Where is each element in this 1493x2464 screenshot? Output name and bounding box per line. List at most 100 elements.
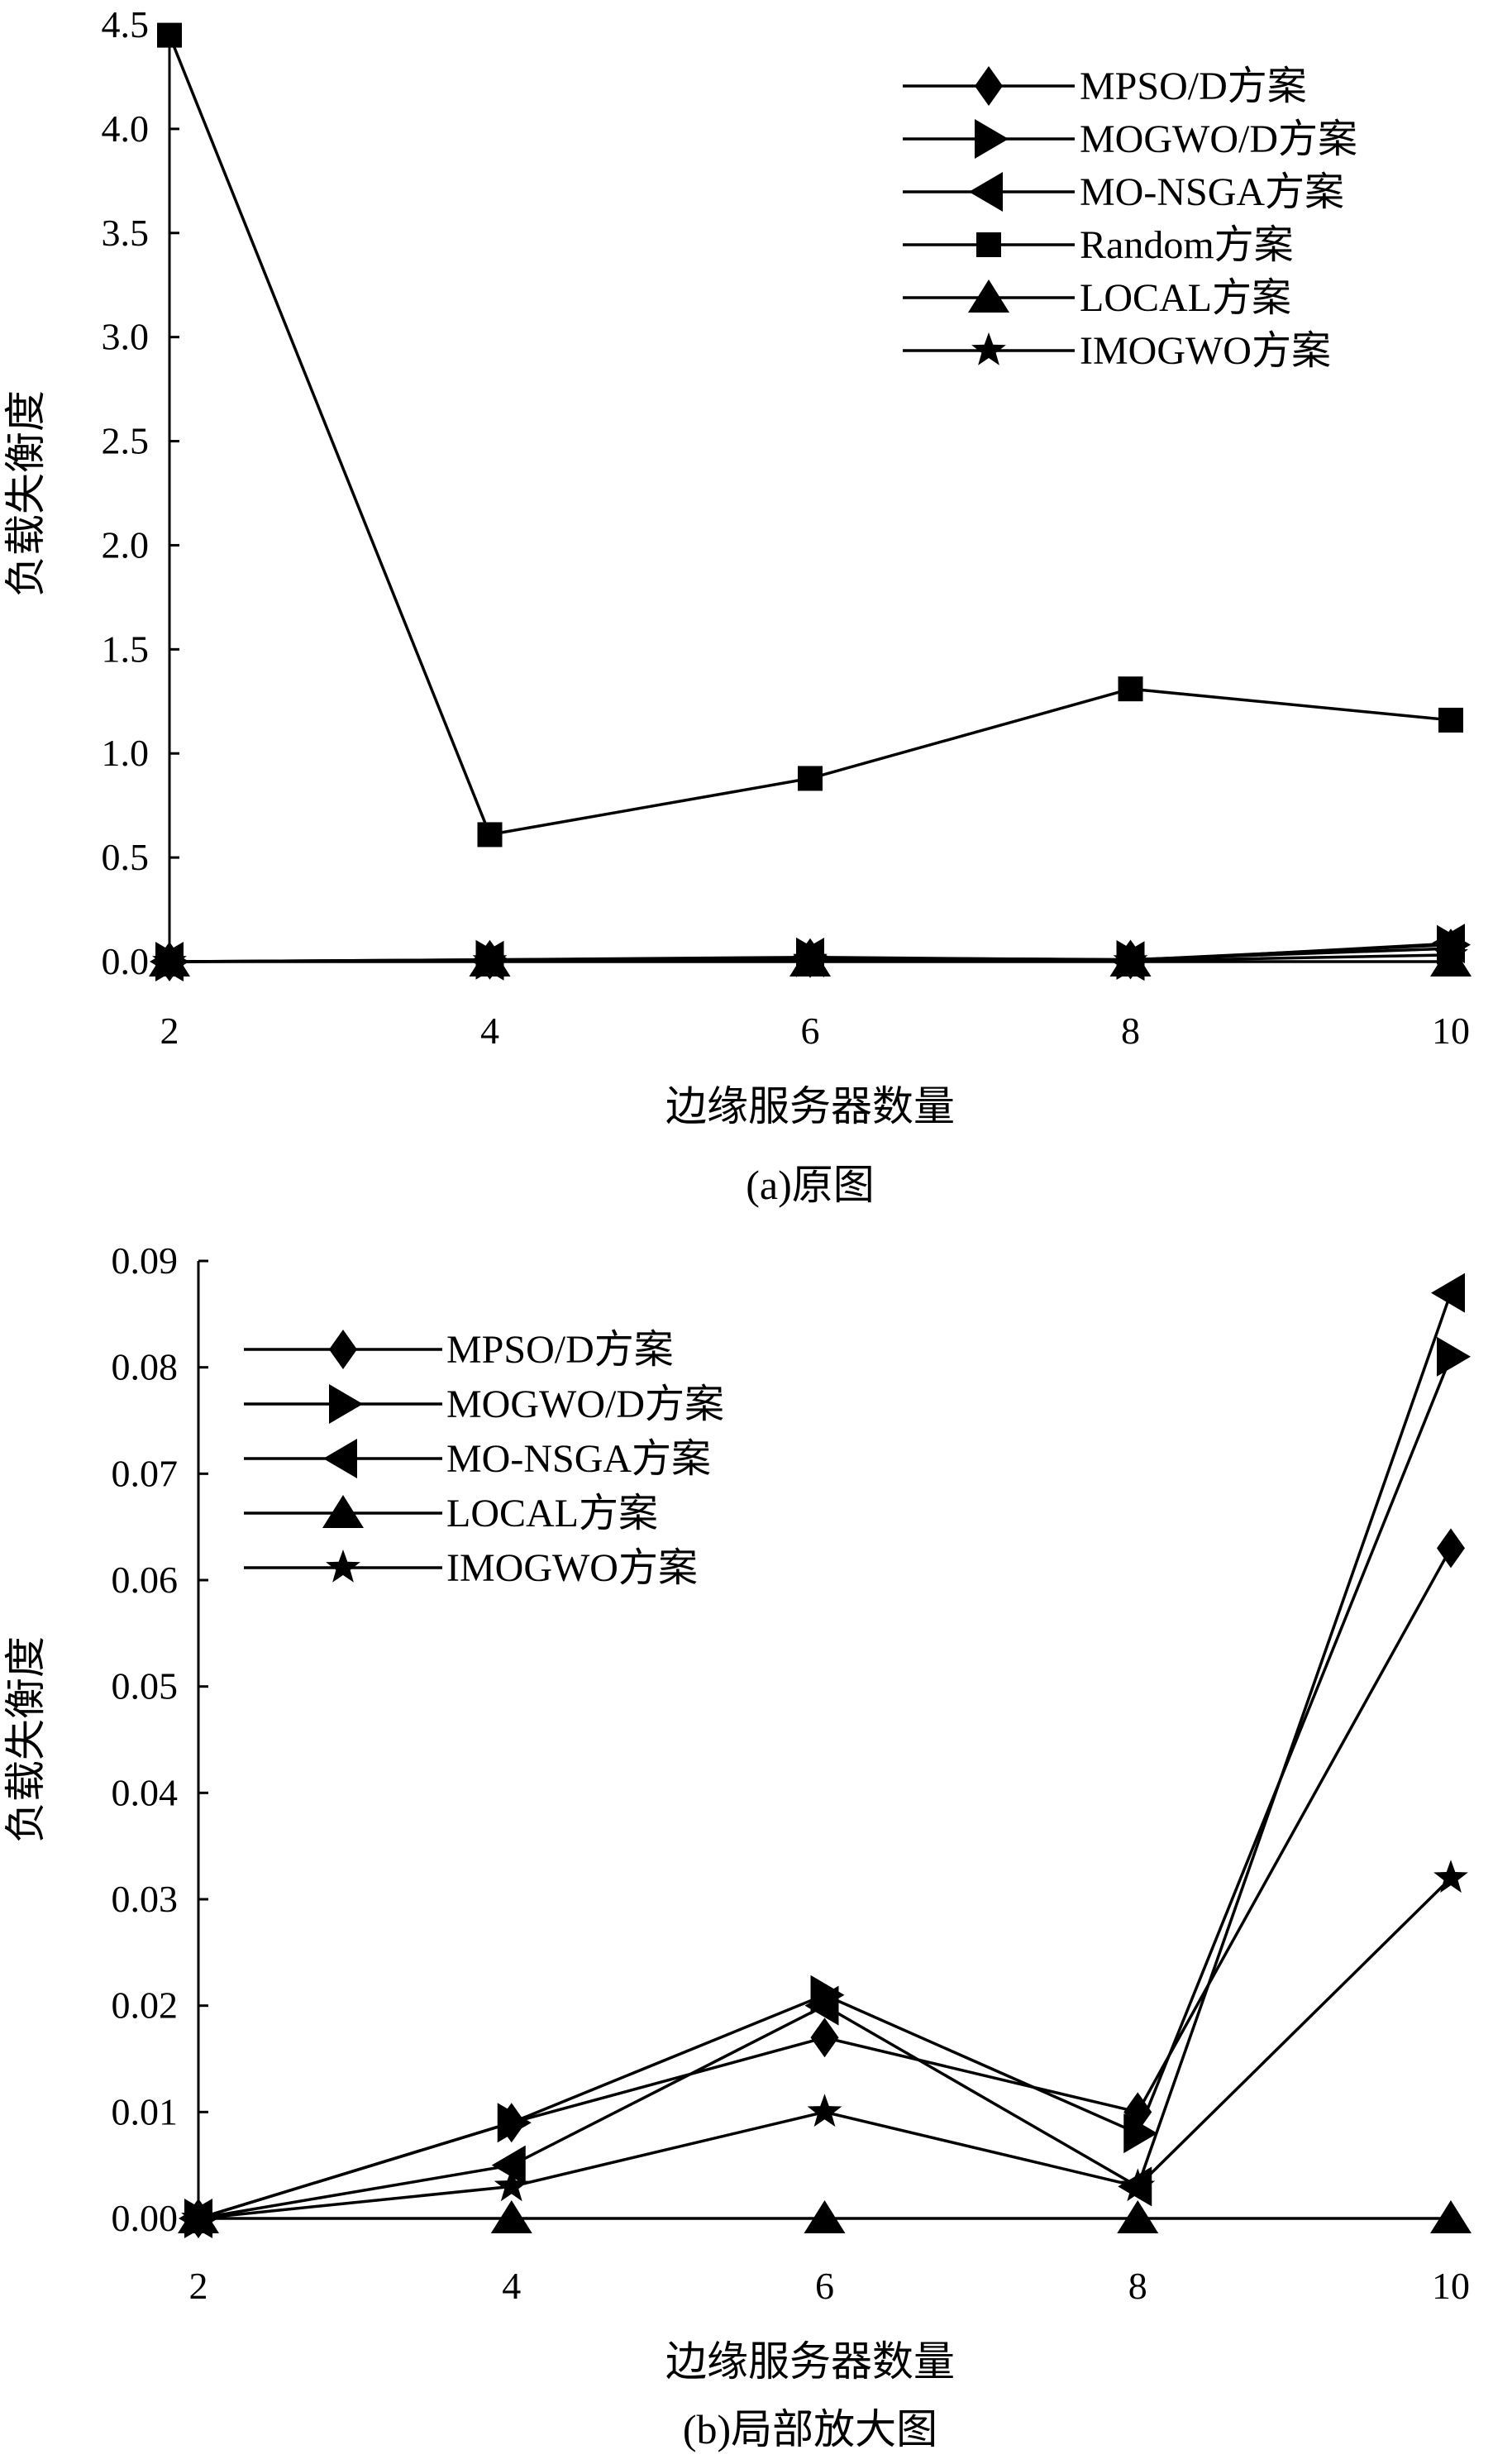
- legend-label: LOCAL方案: [446, 1492, 658, 1535]
- x-tick-label: 10: [1432, 2265, 1470, 2307]
- y-tick-label: 0.05: [112, 1665, 179, 1707]
- series-diamond: [184, 1528, 1465, 2238]
- legend-item: IMOGWO方案: [244, 1546, 698, 1590]
- legend-item: LOCAL方案: [903, 276, 1291, 320]
- series-triangle-left: [179, 1273, 1465, 2238]
- x-tick-label: 2: [160, 1010, 179, 1052]
- series-line: [198, 1356, 1452, 2220]
- x-axis-title: 边缘服务器数量: [665, 2337, 955, 2385]
- y-tick-label: 0.00: [112, 2197, 179, 2239]
- legend-item: IMOGWO方案: [903, 329, 1331, 373]
- x-tick-label: 6: [801, 1010, 820, 1052]
- y-tick-label: 1.0: [102, 732, 150, 774]
- legend-label: MO-NSGA方案: [446, 1437, 711, 1481]
- data-point: [497, 2103, 532, 2143]
- legend-marker-star: [971, 332, 1006, 365]
- data-point: [793, 941, 828, 975]
- y-tick-label: 4.5: [102, 3, 150, 45]
- y-tick-label: 0.04: [112, 1771, 179, 1813]
- data-point: [472, 943, 508, 976]
- y-tick-label: 3.5: [102, 212, 150, 254]
- data-point: [181, 2200, 216, 2233]
- y-tick-label: 2.5: [102, 420, 150, 462]
- legend-marker-star: [326, 1550, 360, 1583]
- x-tick-label: 8: [1128, 2265, 1147, 2307]
- data-point: [1431, 1273, 1465, 1313]
- x-tick-label: 6: [815, 2265, 834, 2307]
- legend: MPSO/D方案 MOGWO/D方案 MO-NSGA方案 LOCAL方案 IMOGWO方…: [244, 1328, 724, 1590]
- y-tick-label: 4.0: [102, 107, 150, 150]
- y-tick-label: 0.07: [112, 1452, 179, 1494]
- series-square: [157, 22, 1463, 848]
- legend-item: MO-NSGA方案: [903, 170, 1344, 214]
- y-tick-label: 2.0: [102, 523, 150, 566]
- data-point: [1433, 936, 1468, 970]
- y-tick-label: 1.5: [102, 628, 150, 670]
- legend-marker-triangle-left: [323, 1439, 357, 1478]
- legend-label: MOGWO/D方案: [1080, 117, 1357, 161]
- data-point: [494, 2168, 529, 2202]
- y-axis-title: 负载失衡度: [2, 390, 50, 597]
- x-tick-label: 8: [1121, 1010, 1140, 1052]
- chart-panel-b: 0.00 0.01 0.02 0.03 0.04 0.05 0.06 0.07 0.08 0.09…: [2, 1239, 1472, 2452]
- series-star: [181, 1860, 1468, 2233]
- legend-label: IMOGWO方案: [1080, 329, 1331, 373]
- data-point: [804, 2200, 846, 2233]
- legend-label: IMOGWO方案: [446, 1546, 698, 1590]
- x-tick-label: 10: [1432, 1010, 1470, 1052]
- x-tick-label: 4: [502, 2265, 521, 2307]
- legend-item: MO-NSGA方案: [244, 1437, 711, 1481]
- y-tick-label: 0.02: [112, 1984, 179, 2027]
- data-point: [804, 1985, 839, 2026]
- legend-label: Random方案: [1080, 223, 1294, 267]
- legend-marker-triangle-left: [969, 172, 1003, 212]
- data-point: [157, 22, 182, 48]
- data-point: [1120, 2168, 1156, 2202]
- panel-caption: (a)原图: [746, 1162, 875, 1208]
- legend-marker-triangle-right: [329, 1384, 363, 1424]
- legend-item: MOGWO/D方案: [903, 117, 1357, 161]
- panel-caption: (b)局部放大图: [683, 2406, 937, 2452]
- data-point: [490, 2200, 532, 2233]
- series-star: [152, 936, 1468, 977]
- legend-label: MPSO/D方案: [1080, 64, 1307, 108]
- series-triangle-right: [184, 1336, 1471, 2238]
- data-point: [1438, 707, 1463, 733]
- data-point: [477, 822, 503, 848]
- data-point: [152, 943, 187, 977]
- legend-marker-diamond: [329, 1330, 357, 1369]
- y-tick-label: 0.03: [112, 1878, 179, 1920]
- data-point: [810, 2018, 839, 2058]
- data-point: [1430, 2200, 1472, 2233]
- x-tick-label: 4: [480, 1010, 499, 1052]
- legend-marker-triangle-up: [322, 1495, 364, 1528]
- series-line: [198, 1292, 1452, 2220]
- legend-marker-square: [976, 232, 1001, 257]
- legend-label: MOGWO/D方案: [446, 1382, 724, 1426]
- y-tick-label: 0.01: [112, 2090, 179, 2132]
- legend-item: MOGWO/D方案: [244, 1382, 724, 1426]
- data-point: [491, 2145, 526, 2185]
- chart-panel-a: 0.0 0.5 1.0 1.5 2.0 2.5 3.0 3.5 4.0 4.5 2 4 6 8 10 负载失衡…: [2, 3, 1472, 1208]
- legend-marker-diamond: [975, 66, 1003, 106]
- legend-label: MPSO/D方案: [446, 1328, 674, 1372]
- x-tick-label: 2: [189, 2265, 208, 2307]
- y-tick-label: 0.06: [112, 1559, 179, 1601]
- legend-label: MO-NSGA方案: [1080, 170, 1344, 214]
- data-point: [1123, 2113, 1158, 2154]
- data-point: [1437, 1336, 1471, 1377]
- data-point: [798, 766, 823, 791]
- data-point: [1113, 943, 1148, 976]
- series-triangle-up: [178, 2200, 1472, 2233]
- legend-marker-triangle-up: [968, 279, 1009, 313]
- y-axis-title: 负载失衡度: [2, 1636, 50, 1843]
- legend-marker-triangle-right: [975, 119, 1009, 159]
- y-tick-label: 0.08: [112, 1346, 179, 1388]
- legend-item: LOCAL方案: [244, 1492, 658, 1535]
- legend-label: LOCAL方案: [1080, 276, 1291, 320]
- legend: MPSO/D方案 MOGWO/D方案 MO-NSGA方案 Random方案 LOCAL方…: [903, 64, 1357, 373]
- y-tick-label: 3.0: [102, 316, 150, 358]
- legend-item: MPSO/D方案: [903, 64, 1307, 108]
- y-tick-label: 0.0: [102, 940, 150, 982]
